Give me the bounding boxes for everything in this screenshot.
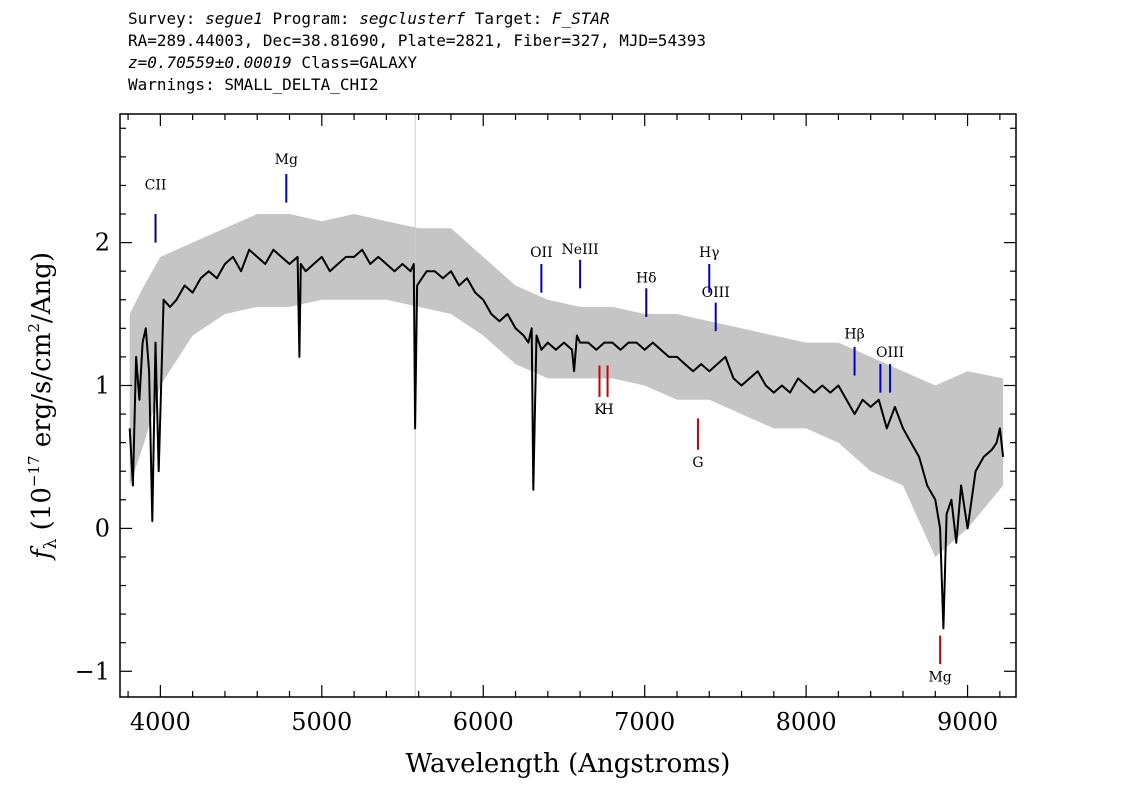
- line-label: Hβ: [844, 326, 864, 342]
- ylabel-end: /Ang): [27, 252, 57, 323]
- line-label: OIII: [876, 345, 904, 361]
- annotation-layer: CII Mg OII NeIII Hδ Hγ OIII Hβ OIII KH G Mg: [145, 152, 952, 685]
- line-label: Hδ: [636, 271, 657, 287]
- x-tick-label: 7000: [614, 708, 675, 736]
- tick-layer: [120, 114, 1016, 697]
- ylabel-exp: −17: [25, 455, 43, 487]
- flux-line: [128, 248, 1005, 630]
- y-tick-label: 1: [95, 371, 110, 399]
- y-tick-label: −1: [75, 657, 110, 685]
- redshift-value: z=0.70559±0.00019: [128, 53, 292, 72]
- program-label: Program:: [262, 9, 360, 28]
- y-axis-label: fλ (10−17 erg/s/cm2/Ang): [25, 252, 61, 561]
- x-tick-label: 9000: [937, 708, 998, 736]
- target-label: Target:: [465, 9, 552, 28]
- line-label: CII: [145, 178, 167, 194]
- warnings-line: Warnings: SMALL_DELTA_CHI2: [128, 75, 379, 94]
- ylabel-exp2: 2: [25, 323, 43, 333]
- line-label: G: [692, 455, 703, 471]
- x-tick-label: 8000: [776, 708, 837, 736]
- flux-layer: [128, 248, 1005, 630]
- y-tick-label: 0: [95, 514, 110, 542]
- tick-label-layer: 4000 5000 6000 7000 8000 9000 −1 0 1 2: [75, 229, 998, 736]
- x-tick-label: 4000: [130, 708, 191, 736]
- coords-line: RA=289.44003, Dec=38.81690, Plate=2821, …: [128, 31, 706, 50]
- x-tick-label: 6000: [453, 708, 514, 736]
- line-label: Hγ: [699, 245, 720, 261]
- survey-value: segue1: [205, 9, 263, 28]
- redshift-line: z=0.70559±0.00019 Class=GALAXY: [128, 52, 706, 74]
- line-label: OIII: [702, 285, 730, 301]
- program-value: segclusterf: [359, 9, 466, 28]
- spectrum-header: Survey: segue1 Program: segclusterf Targ…: [128, 8, 706, 96]
- line-label: Mg: [275, 152, 298, 168]
- x-tick-label: 5000: [291, 708, 352, 736]
- line-label: H: [601, 402, 613, 418]
- line-label: NeIII: [562, 242, 599, 258]
- target-value: F_STAR: [551, 9, 610, 28]
- ylabel-sub: λ: [41, 538, 61, 549]
- line-label: OII: [530, 245, 553, 261]
- ylabel-mid: erg/s/cm: [27, 333, 57, 456]
- ylabel-paren: (10: [27, 487, 57, 539]
- plot-frame: [119, 113, 1017, 698]
- x-axis-label: Wavelength (Angstroms): [406, 749, 731, 779]
- survey-label: Survey:: [128, 9, 206, 28]
- noise-band-layer: [129, 214, 1004, 557]
- line-label: Mg: [928, 669, 951, 685]
- y-tick-label: 2: [95, 229, 110, 257]
- noise-band: [129, 214, 1004, 557]
- class-text: Class=GALAXY: [291, 53, 417, 72]
- survey-line: Survey: segue1 Program: segclusterf Targ…: [128, 8, 706, 30]
- line-label: K: [594, 402, 605, 418]
